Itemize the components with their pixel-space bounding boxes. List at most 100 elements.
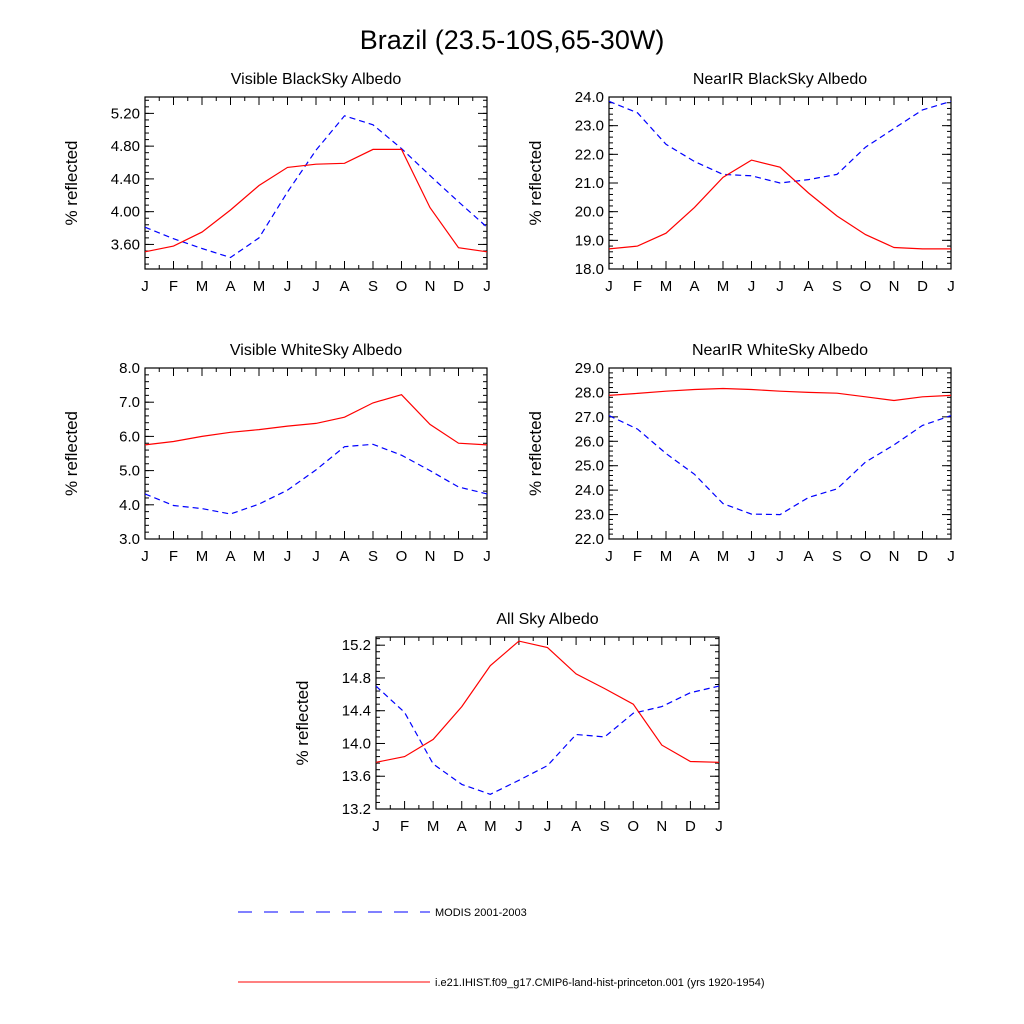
x-tick-label: J: [141, 278, 149, 295]
x-tick-label: M: [717, 278, 730, 295]
x-tick-label: J: [312, 278, 320, 295]
x-tick-label: N: [889, 548, 900, 565]
series-modis-line: [608, 415, 952, 516]
legend: MODIS 2001-2003 i.e21.IHIST.f09_g17.CMIP…: [238, 907, 765, 989]
x-tick-label: S: [832, 278, 842, 295]
x-tick-label: M: [484, 818, 497, 835]
panels: J F M A M J J A S O N D J3.604.004.404.805.20Visible…: [62, 71, 955, 835]
y-tick-label: 26.0: [575, 433, 604, 450]
x-tick-label: S: [832, 548, 842, 565]
x-tick-label: N: [425, 278, 436, 295]
x-tick-label: A: [339, 548, 349, 565]
x-tick-label: S: [600, 818, 610, 835]
y-tick-label: 6.0: [119, 428, 140, 445]
x-tick-label: J: [748, 548, 756, 565]
y-tick-label: 18.0: [575, 261, 604, 278]
y-tick-label: 28.0: [575, 384, 604, 401]
y-tick-label: 19.0: [575, 232, 604, 249]
y-tick-label: 3.0: [119, 531, 140, 548]
y-tick-label: 21.0: [575, 175, 604, 192]
figure-title: Brazil (23.5-10S,65-30W): [360, 25, 665, 55]
panel-2: J F M A M J J A S O N D J18.019.020.021.022.023.024.…: [526, 71, 955, 295]
x-tick-label: A: [689, 278, 699, 295]
y-tick-label: 24.0: [575, 482, 604, 499]
y-tick-label: 4.0: [119, 497, 140, 514]
x-tick-label: J: [544, 818, 552, 835]
x-tick-label: J: [776, 278, 784, 295]
x-tick-label: M: [660, 278, 673, 295]
x-tick-label: S: [368, 548, 378, 565]
series-modis-line: [144, 443, 488, 515]
x-tick-label: J: [776, 548, 784, 565]
y-tick-label: 5.20: [111, 105, 140, 122]
panel-title: NearIR WhiteSky Albedo: [692, 342, 868, 359]
y-tick-label: 15.2: [342, 637, 371, 654]
series-modis-line: [144, 115, 488, 259]
x-tick-label: J: [372, 818, 380, 835]
x-tick-label: A: [803, 548, 813, 565]
y-tick-label: 14.0: [342, 735, 371, 752]
y-axis-label: % reflected: [62, 411, 81, 496]
y-tick-label: 13.2: [342, 801, 371, 818]
y-tick-label: 27.0: [575, 409, 604, 426]
series-model-line: [144, 394, 488, 446]
x-tick-label: M: [253, 278, 266, 295]
plot-frame: [375, 636, 720, 810]
series-modis-line: [375, 685, 720, 795]
x-tick-label: M: [253, 548, 266, 565]
y-tick-label: 7.0: [119, 394, 140, 411]
y-tick-label: 3.60: [111, 236, 140, 253]
x-tick-label: J: [605, 278, 613, 295]
panel-title: NearIR BlackSky Albedo: [693, 71, 867, 88]
plot-frame: [144, 96, 488, 270]
x-tick-label: M: [717, 548, 730, 565]
x-tick-label: D: [917, 548, 928, 565]
x-tick-label: M: [427, 818, 440, 835]
x-tick-label: F: [633, 278, 642, 295]
x-tick-label: J: [947, 278, 955, 295]
x-tick-label: J: [515, 818, 523, 835]
x-tick-label: D: [453, 548, 464, 565]
x-tick-label: D: [453, 278, 464, 295]
panel-5: J F M A M J J A S O N D J13.213.614.014.414.815.2All…: [293, 611, 723, 835]
y-tick-label: 25.0: [575, 458, 604, 475]
y-tick-label: 5.0: [119, 463, 140, 480]
y-axis-label: % reflected: [526, 411, 545, 496]
x-tick-label: J: [715, 818, 723, 835]
x-tick-label: J: [284, 278, 292, 295]
panel-title: All Sky Albedo: [496, 611, 598, 628]
x-tick-label: J: [312, 548, 320, 565]
plot-frame: [608, 367, 952, 540]
x-tick-label: S: [368, 278, 378, 295]
y-tick-label: 14.4: [342, 703, 371, 720]
x-tick-label: M: [196, 548, 209, 565]
y-tick-label: 14.8: [342, 670, 371, 687]
y-tick-label: 4.40: [111, 171, 140, 188]
x-tick-label: F: [169, 548, 178, 565]
x-tick-label: J: [748, 278, 756, 295]
x-tick-label: O: [396, 278, 408, 295]
x-tick-label: A: [225, 278, 235, 295]
x-tick-label: N: [889, 278, 900, 295]
x-tick-label: J: [947, 548, 955, 565]
panel-title: Visible WhiteSky Albedo: [230, 342, 402, 359]
x-tick-label: M: [660, 548, 673, 565]
series-model-line: [608, 387, 952, 402]
x-tick-label: O: [860, 278, 872, 295]
x-tick-label: D: [685, 818, 696, 835]
y-tick-label: 22.0: [575, 531, 604, 548]
y-tick-label: 23.0: [575, 118, 604, 135]
x-tick-label: J: [483, 278, 491, 295]
y-tick-label: 8.0: [119, 360, 140, 377]
x-tick-label: J: [284, 548, 292, 565]
series-model-line: [375, 640, 720, 763]
x-tick-label: F: [633, 548, 642, 565]
y-tick-label: 24.0: [575, 89, 604, 106]
x-tick-label: A: [339, 278, 349, 295]
y-tick-label: 22.0: [575, 146, 604, 163]
x-tick-label: O: [396, 548, 408, 565]
x-tick-label: N: [656, 818, 667, 835]
x-tick-label: A: [803, 278, 813, 295]
